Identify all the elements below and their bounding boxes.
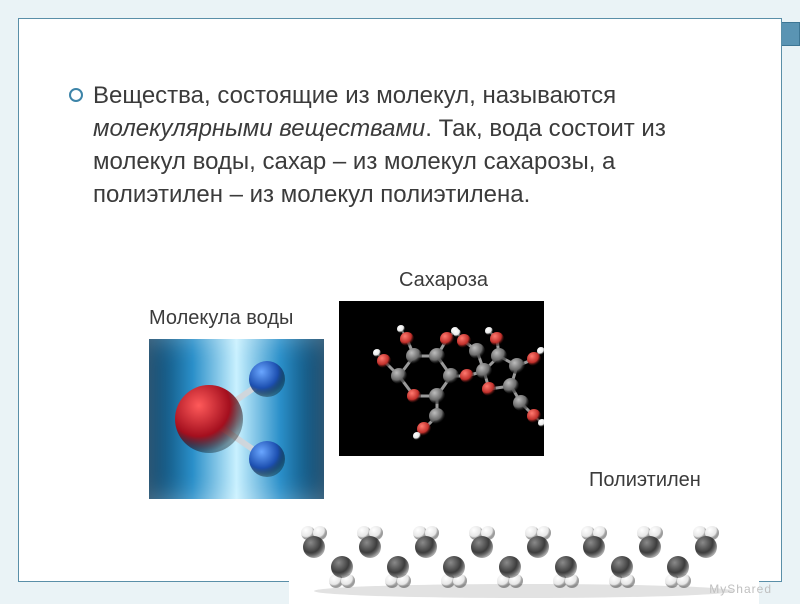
watermark: MyShared — [709, 582, 772, 596]
bullet-row: Вещества, состоящие из молекул, называют… — [69, 79, 731, 211]
polyethylene-figure — [289, 509, 759, 604]
sucrose-molecule-figure — [339, 301, 544, 456]
slide-frame: Вещества, состоящие из молекул, называют… — [18, 18, 782, 582]
watermark-text: MyShared — [709, 582, 772, 596]
body-prefix: Вещества, состоящие из молекул, называют… — [93, 82, 616, 109]
bullet-icon — [69, 88, 83, 102]
body-italic: молекулярными веществами — [93, 115, 425, 142]
label-sucrose: Сахароза — [399, 269, 488, 292]
label-water: Молекула воды — [149, 307, 293, 330]
label-polyethylene: Полиэтилен — [589, 469, 701, 492]
slide-content: Вещества, состоящие из молекул, называют… — [69, 79, 731, 211]
water-molecule-figure — [149, 339, 324, 499]
body-text: Вещества, состоящие из молекул, называют… — [93, 79, 731, 211]
